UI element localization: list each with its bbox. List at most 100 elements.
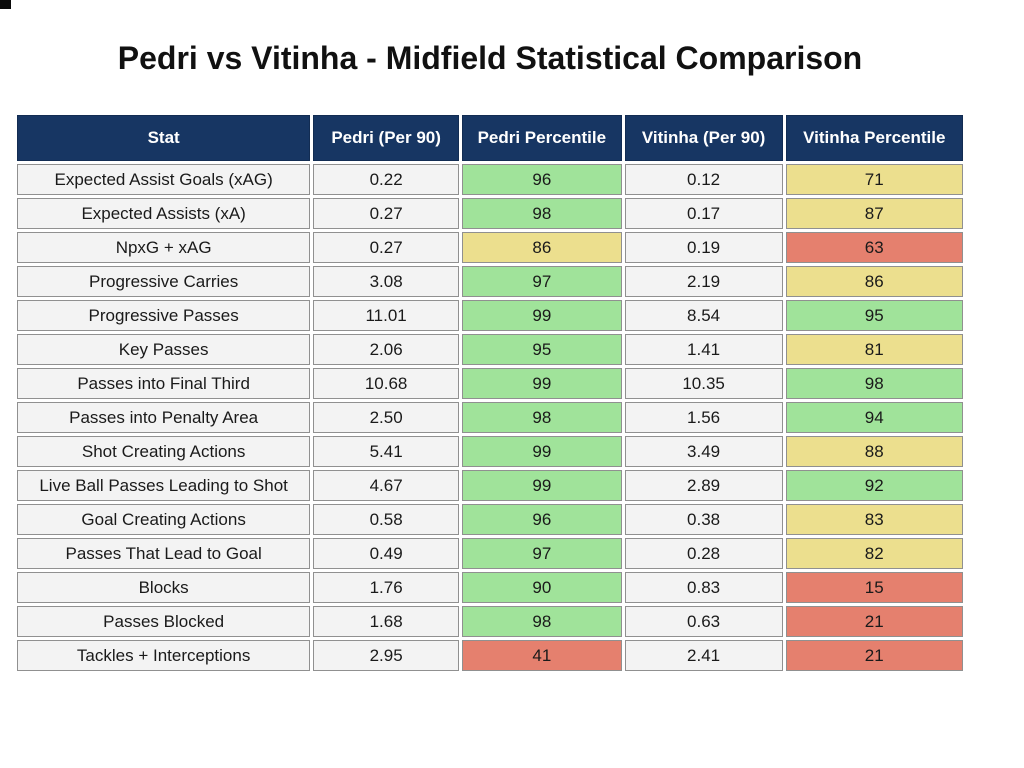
table-row: Passes into Penalty Area 2.50 98 1.56 94 bbox=[17, 402, 963, 433]
pedri-per90-cell: 0.27 bbox=[313, 232, 459, 263]
pedri-percentile-cell: 96 bbox=[461, 504, 622, 535]
pedri-per90-cell: 0.58 bbox=[313, 504, 459, 535]
stat-cell: Passes Blocked bbox=[17, 606, 311, 637]
page-title: Pedri vs Vitinha - Midfield Statistical … bbox=[117, 40, 863, 76]
table-row: Blocks 1.76 90 0.83 15 bbox=[17, 572, 963, 603]
pedri-per90-cell: 0.27 bbox=[313, 198, 459, 229]
table-row: Expected Assist Goals (xAG) 0.22 96 0.12 71 bbox=[17, 164, 963, 195]
stat-cell: Shot Creating Actions bbox=[17, 436, 311, 467]
vitinha-per90-cell: 0.38 bbox=[624, 504, 783, 535]
vitinha-percentile-cell: 88 bbox=[785, 436, 963, 467]
table-row: Progressive Carries 3.08 97 2.19 86 bbox=[17, 266, 963, 297]
stat-cell: Expected Assists (xA) bbox=[17, 198, 311, 229]
vitinha-percentile-cell: 98 bbox=[785, 368, 963, 399]
vitinha-per90-cell: 0.17 bbox=[624, 198, 783, 229]
pedri-per90-cell: 1.68 bbox=[313, 606, 459, 637]
vitinha-per90-cell: 0.28 bbox=[624, 538, 783, 569]
vitinha-percentile-cell: 81 bbox=[785, 334, 963, 365]
pedri-per90-cell: 2.50 bbox=[313, 402, 459, 433]
pedri-per90-cell: 1.76 bbox=[313, 572, 459, 603]
table-row: Passes That Lead to Goal 0.49 97 0.28 82 bbox=[17, 538, 963, 569]
vitinha-per90-cell: 10.35 bbox=[624, 368, 783, 399]
pedri-per90-cell: 3.08 bbox=[313, 266, 459, 297]
pedri-percentile-cell: 96 bbox=[461, 164, 622, 195]
table-header-row: Stat Pedri (Per 90) Pedri Percentile Vit… bbox=[17, 115, 963, 161]
pedri-per90-cell: 0.22 bbox=[313, 164, 459, 195]
vitinha-percentile-cell: 87 bbox=[785, 198, 963, 229]
table-body: Expected Assist Goals (xAG) 0.22 96 0.12 71 E… bbox=[17, 164, 963, 671]
vitinha-percentile-cell: 92 bbox=[785, 470, 963, 501]
table-row: Live Ball Passes Leading to Shot 4.67 99 2.… bbox=[17, 470, 963, 501]
vitinha-per90-cell: 0.12 bbox=[624, 164, 783, 195]
stat-cell: Expected Assist Goals (xAG) bbox=[17, 164, 311, 195]
table-row: Goal Creating Actions 0.58 96 0.38 83 bbox=[17, 504, 963, 535]
col-header-vitinha-percentile: Vitinha Percentile bbox=[785, 115, 963, 161]
stat-cell: Key Passes bbox=[17, 334, 311, 365]
table-row: Expected Assists (xA) 0.27 98 0.17 87 bbox=[17, 198, 963, 229]
vitinha-per90-cell: 2.19 bbox=[624, 266, 783, 297]
vitinha-per90-cell: 0.19 bbox=[624, 232, 783, 263]
col-header-stat: Stat bbox=[17, 115, 311, 161]
pedri-percentile-cell: 99 bbox=[461, 470, 622, 501]
stat-cell: Goal Creating Actions bbox=[17, 504, 311, 535]
pedri-per90-cell: 0.49 bbox=[313, 538, 459, 569]
pedri-per90-cell: 10.68 bbox=[313, 368, 459, 399]
pedri-percentile-cell: 98 bbox=[461, 606, 622, 637]
pedri-percentile-cell: 99 bbox=[461, 300, 622, 331]
vitinha-per90-cell: 8.54 bbox=[624, 300, 783, 331]
vitinha-percentile-cell: 83 bbox=[785, 504, 963, 535]
table-row: Passes into Final Third 10.68 99 10.35 98 bbox=[17, 368, 963, 399]
col-header-pedri-per90: Pedri (Per 90) bbox=[313, 115, 459, 161]
stat-cell: NpxG + xAG bbox=[17, 232, 311, 263]
vitinha-per90-cell: 0.83 bbox=[624, 572, 783, 603]
pedri-per90-cell: 4.67 bbox=[313, 470, 459, 501]
vitinha-percentile-cell: 63 bbox=[785, 232, 963, 263]
pedri-percentile-cell: 90 bbox=[461, 572, 622, 603]
table-row: Shot Creating Actions 5.41 99 3.49 88 bbox=[17, 436, 963, 467]
stat-cell: Progressive Passes bbox=[17, 300, 311, 331]
pedri-percentile-cell: 97 bbox=[461, 266, 622, 297]
vitinha-per90-cell: 3.49 bbox=[624, 436, 783, 467]
table-header: Stat Pedri (Per 90) Pedri Percentile Vit… bbox=[17, 115, 963, 161]
vitinha-percentile-cell: 95 bbox=[785, 300, 963, 331]
vitinha-per90-cell: 2.89 bbox=[624, 470, 783, 501]
stat-cell: Progressive Carries bbox=[17, 266, 311, 297]
vitinha-percentile-cell: 86 bbox=[785, 266, 963, 297]
vitinha-percentile-cell: 21 bbox=[785, 606, 963, 637]
pedri-percentile-cell: 97 bbox=[461, 538, 622, 569]
table-row: Key Passes 2.06 95 1.41 81 bbox=[17, 334, 963, 365]
corner-artifact-mark bbox=[0, 0, 11, 9]
stat-cell: Live Ball Passes Leading to Shot bbox=[17, 470, 311, 501]
table-row: Passes Blocked 1.68 98 0.63 21 bbox=[17, 606, 963, 637]
pedri-per90-cell: 11.01 bbox=[313, 300, 459, 331]
stat-cell: Blocks bbox=[17, 572, 311, 603]
pedri-per90-cell: 2.06 bbox=[313, 334, 459, 365]
vitinha-percentile-cell: 15 bbox=[785, 572, 963, 603]
stat-cell: Passes That Lead to Goal bbox=[17, 538, 311, 569]
pedri-percentile-cell: 99 bbox=[461, 368, 622, 399]
pedri-percentile-cell: 95 bbox=[461, 334, 622, 365]
vitinha-per90-cell: 0.63 bbox=[624, 606, 783, 637]
pedri-percentile-cell: 41 bbox=[461, 640, 622, 671]
vitinha-percentile-cell: 82 bbox=[785, 538, 963, 569]
stat-cell: Tackles + Interceptions bbox=[17, 640, 311, 671]
pedri-percentile-cell: 86 bbox=[461, 232, 622, 263]
col-header-vitinha-per90: Vitinha (Per 90) bbox=[624, 115, 783, 161]
vitinha-per90-cell: 1.41 bbox=[624, 334, 783, 365]
table-row: Progressive Passes 11.01 99 8.54 95 bbox=[17, 300, 963, 331]
stats-comparison-table: Stat Pedri (Per 90) Pedri Percentile Vit… bbox=[14, 112, 966, 674]
pedri-percentile-cell: 98 bbox=[461, 402, 622, 433]
stat-cell: Passes into Penalty Area bbox=[17, 402, 311, 433]
vitinha-percentile-cell: 94 bbox=[785, 402, 963, 433]
pedri-per90-cell: 5.41 bbox=[313, 436, 459, 467]
vitinha-percentile-cell: 21 bbox=[785, 640, 963, 671]
table-row: Tackles + Interceptions 2.95 41 2.41 21 bbox=[17, 640, 963, 671]
vitinha-per90-cell: 2.41 bbox=[624, 640, 783, 671]
vitinha-per90-cell: 1.56 bbox=[624, 402, 783, 433]
table-row: NpxG + xAG 0.27 86 0.19 63 bbox=[17, 232, 963, 263]
vitinha-percentile-cell: 71 bbox=[785, 164, 963, 195]
pedri-per90-cell: 2.95 bbox=[313, 640, 459, 671]
pedri-percentile-cell: 98 bbox=[461, 198, 622, 229]
col-header-pedri-percentile: Pedri Percentile bbox=[461, 115, 622, 161]
pedri-percentile-cell: 99 bbox=[461, 436, 622, 467]
